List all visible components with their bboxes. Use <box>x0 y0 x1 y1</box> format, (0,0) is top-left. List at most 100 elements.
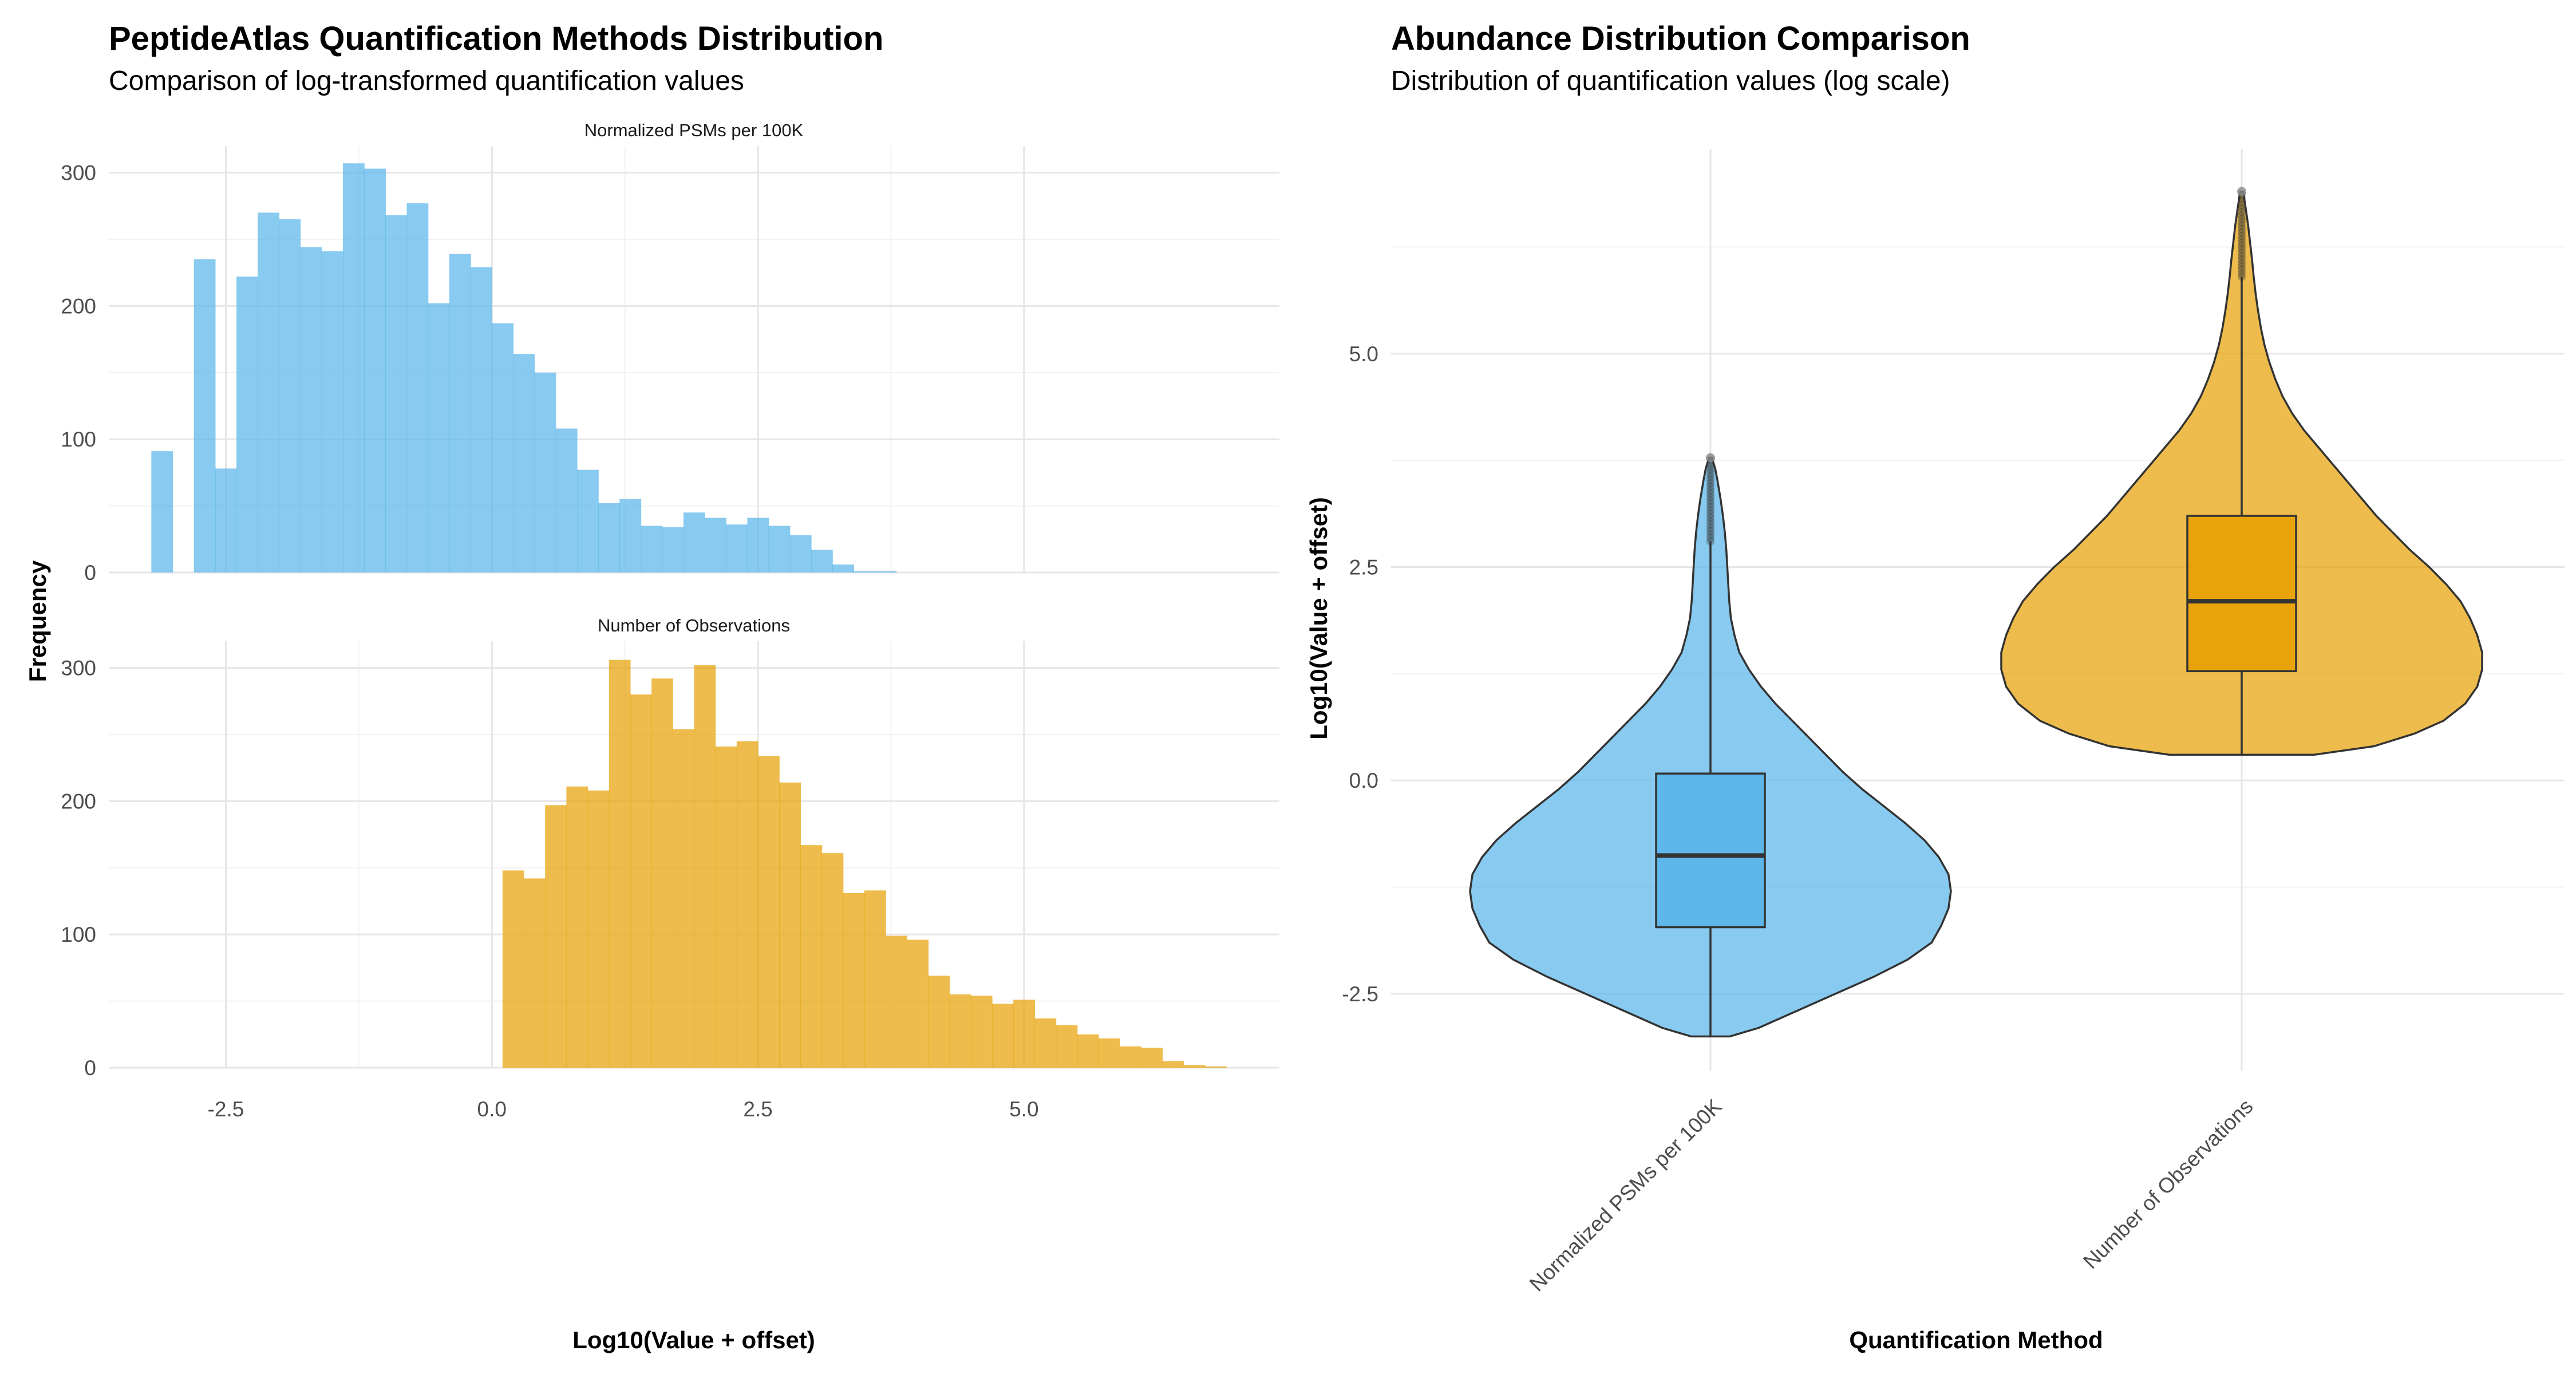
histogram-bar <box>492 323 514 572</box>
histogram-bar <box>694 665 716 1068</box>
histogram-bar <box>949 994 971 1068</box>
histogram-bar <box>279 219 301 572</box>
outlier-point <box>1706 523 1714 532</box>
histogram-bar <box>651 678 673 1068</box>
histogram-bar <box>428 303 450 572</box>
outlier-point <box>1706 469 1714 477</box>
outlier-point <box>1706 514 1714 522</box>
histogram-bar <box>619 499 642 572</box>
outlier-point <box>2238 266 2246 274</box>
hist-panel-psm: 0 100 200 300 <box>61 146 1279 585</box>
outlier-point <box>1706 537 1714 546</box>
x-tick-label: 5.0 <box>1009 1097 1038 1121</box>
histogram-bar <box>832 564 854 572</box>
outlier-point <box>1706 462 1714 471</box>
outlier-point <box>1706 493 1714 502</box>
histogram-bar <box>736 741 758 1068</box>
histogram-bar <box>811 550 833 572</box>
hist-title: PeptideAtlas Quantification Methods Dist… <box>109 20 883 57</box>
histogram-bar <box>385 215 408 572</box>
histogram-bar <box>534 372 556 572</box>
outlier-point <box>2238 242 2246 250</box>
histogram-bar <box>779 782 801 1068</box>
x-tick-label: Number of Observations <box>2079 1095 2258 1274</box>
histogram-bar <box>715 746 737 1068</box>
hist-x-ticks: -2.5 0.0 2.5 5.0 <box>208 1097 1039 1121</box>
histogram-bar <box>566 786 588 1068</box>
histogram-bar <box>406 203 429 572</box>
histogram-bar <box>970 996 993 1068</box>
outlier-point <box>2238 273 2246 281</box>
histogram-bar <box>705 518 726 572</box>
outlier-point <box>1706 476 1714 484</box>
outlier-point <box>1706 500 1714 508</box>
y-tick-label: 300 <box>61 657 96 680</box>
outlier-point <box>2238 218 2246 227</box>
box-iqr <box>1655 772 1766 929</box>
outlier-point <box>1706 489 1714 498</box>
histogram-bar <box>1098 1038 1120 1068</box>
outlier-point <box>1706 503 1714 512</box>
outlier-point <box>2238 262 2246 271</box>
y-tick-label: 300 <box>61 161 96 185</box>
histogram-bar <box>821 853 844 1068</box>
histogram-bar <box>587 790 610 1068</box>
outlier-point <box>1706 483 1714 491</box>
outlier-point <box>2238 194 2246 203</box>
histogram-bar <box>300 247 322 572</box>
outlier-point <box>2238 238 2246 247</box>
y-tick-label: 0 <box>84 1056 96 1080</box>
outlier-point <box>1706 510 1714 519</box>
outlier-point <box>2238 222 2246 230</box>
histogram-bar <box>215 468 237 572</box>
outlier-point <box>1706 496 1714 505</box>
hist-panel-obs: 0 100 200 300 <box>61 641 1279 1080</box>
y-tick-label: 0.0 <box>1349 769 1378 792</box>
outlier-point <box>2238 198 2246 206</box>
histogram-bar <box>683 512 705 572</box>
histogram-bar <box>768 526 791 572</box>
outlier-point <box>2238 248 2246 257</box>
facet-strip-psm: Normalized PSMs per 100K <box>584 120 804 140</box>
histogram-bar <box>609 660 631 1068</box>
histogram-bar <box>151 451 173 572</box>
x-tick-label: 0.0 <box>477 1097 507 1121</box>
histogram-bar <box>1077 1034 1099 1068</box>
histogram-bar <box>471 267 492 572</box>
histogram-bar <box>513 354 535 572</box>
outlier-point <box>1706 520 1714 528</box>
outlier-point <box>1706 530 1714 539</box>
histogram-bar <box>1056 1025 1078 1068</box>
histogram-bar <box>992 1004 1014 1068</box>
outlier-point <box>1706 527 1714 535</box>
histogram-bar <box>1204 1066 1227 1068</box>
outlier-point <box>1706 465 1714 474</box>
histogram-bar <box>630 694 652 1068</box>
histogram-bar <box>726 524 748 572</box>
histogram-bar <box>747 518 769 572</box>
histogram-bar <box>1141 1048 1163 1068</box>
y-tick-label: -2.5 <box>1342 982 1378 1006</box>
outlier-point <box>2238 225 2246 234</box>
histogram-bar <box>258 212 280 572</box>
histogram-bar <box>1162 1061 1184 1068</box>
hist-x-axis-title: Log10(Value + offset) <box>572 1326 815 1353</box>
histogram-bar <box>449 254 471 572</box>
facet-strip-obs: Number of Observations <box>598 615 790 635</box>
outlier-point <box>2238 255 2246 264</box>
y-tick-label: 200 <box>61 789 96 813</box>
histogram-bar <box>1013 1000 1036 1068</box>
histogram-bar <box>1034 1018 1057 1068</box>
y-tick-label: 5.0 <box>1349 342 1378 366</box>
histogram-bar <box>545 805 567 1068</box>
outlier-point <box>2238 269 2246 278</box>
violin-y-axis-title: Log10(Value + offset) <box>1305 497 1332 740</box>
histogram-bar <box>598 503 620 572</box>
outlier-point <box>2238 232 2246 240</box>
y-tick-label: 200 <box>61 294 96 318</box>
histogram-bar <box>800 845 823 1068</box>
outlier-point <box>1706 507 1714 515</box>
histogram-bar <box>843 893 865 1068</box>
y-tick-label: 100 <box>61 428 96 451</box>
violin-title: Abundance Distribution Comparison <box>1391 20 1970 57</box>
